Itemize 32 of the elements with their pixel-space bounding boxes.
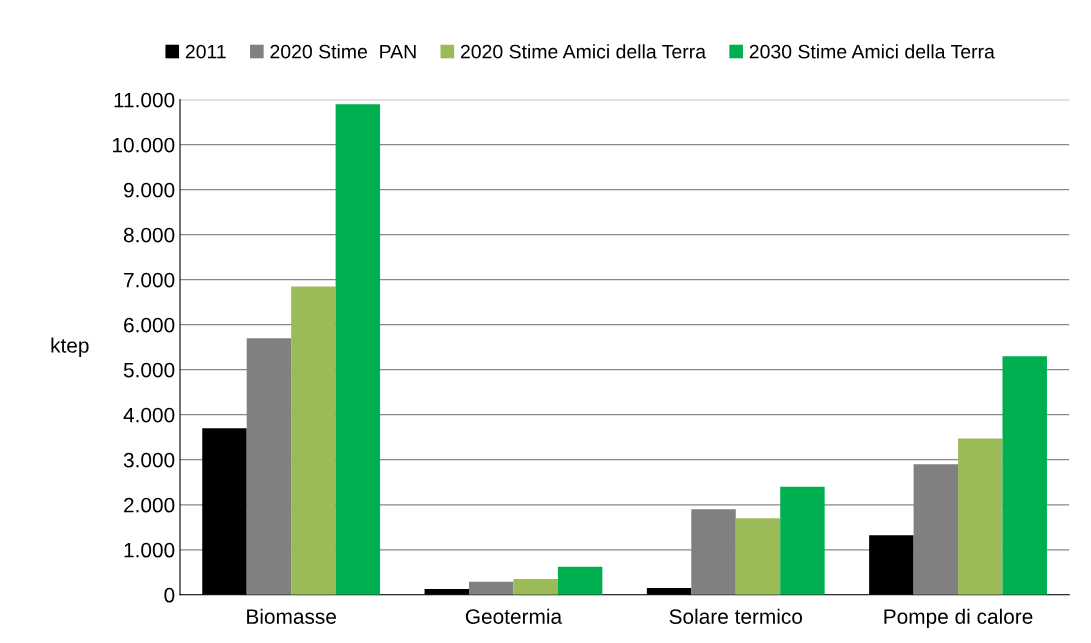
bar bbox=[468, 581, 514, 595]
y-tick-label: 10.000 bbox=[113, 137, 175, 153]
bar bbox=[958, 438, 1003, 595]
y-tick-label: 4.000 bbox=[123, 407, 175, 423]
bar bbox=[335, 104, 381, 595]
legend-label: 2030 Stime Amici della Terra bbox=[749, 44, 995, 59]
y-tick-label: 7.000 bbox=[124, 272, 175, 288]
y-tick-label: 3.000 bbox=[123, 452, 175, 468]
legend-label: 2020 Stime Amici della Terra bbox=[460, 44, 707, 59]
bar bbox=[557, 566, 603, 595]
legend-label: 2011 bbox=[185, 44, 226, 59]
y-tick-label: 1.000 bbox=[124, 542, 175, 558]
x-tick-label: Geotermia bbox=[465, 608, 563, 624]
y-axis-title: ktep bbox=[51, 337, 89, 357]
bar bbox=[735, 518, 781, 595]
bar bbox=[869, 535, 914, 595]
bar bbox=[202, 428, 247, 595]
y-tick-label: 9.000 bbox=[124, 182, 175, 198]
y-tick-label: 2.000 bbox=[124, 497, 175, 513]
y-tick-label: 0 bbox=[164, 587, 175, 603]
y-tick-label: 6.000 bbox=[124, 317, 175, 333]
bar bbox=[291, 286, 336, 595]
bar bbox=[513, 579, 558, 595]
x-tick-label: Biomasse bbox=[247, 608, 336, 624]
bar bbox=[1002, 356, 1047, 595]
legend-label: 2020 Stime PAN bbox=[270, 44, 416, 59]
x-tick-label: Pompe di calore bbox=[884, 608, 1033, 629]
x-tick-label: Solare termico bbox=[669, 608, 803, 624]
y-tick-label: 5.000 bbox=[123, 362, 175, 378]
y-tick-label: 11.000 bbox=[114, 92, 175, 108]
bar bbox=[780, 486, 825, 595]
y-tick-label: 8.000 bbox=[123, 227, 175, 243]
